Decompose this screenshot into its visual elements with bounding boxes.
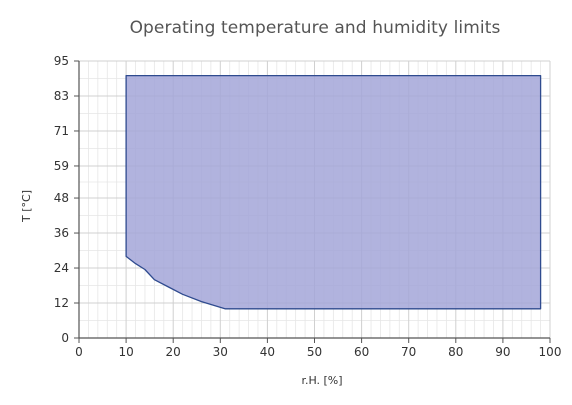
x-tick-label: 100: [539, 345, 562, 359]
y-axis-label: T [°C]: [20, 190, 33, 223]
x-tick-label: 70: [401, 345, 416, 359]
y-tick-label: 48: [54, 191, 69, 205]
y-tick-label: 71: [54, 124, 69, 138]
x-tick-label: 50: [307, 345, 322, 359]
y-tick-label: 83: [54, 89, 69, 103]
x-tick-label: 40: [260, 345, 275, 359]
chart-title: Operating temperature and humidity limit…: [129, 18, 501, 38]
y-tick-label: 95: [54, 54, 69, 68]
x-tick-label: 20: [166, 345, 181, 359]
axis-layer: 0 10 20 30 40 50 60 70 80 90 100 0 12 24 36 48 59 71 83 95: [54, 54, 562, 359]
y-tick-label: 36: [54, 226, 69, 240]
area-layer: [125, 74, 542, 310]
y-tick-label: 59: [54, 159, 69, 173]
x-axis-label: r.H. [%]: [301, 374, 342, 387]
x-tick-label: 80: [448, 345, 463, 359]
y-tick-label: 24: [54, 261, 69, 275]
x-tick-label: 30: [213, 345, 228, 359]
y-tick-label: 12: [54, 296, 69, 310]
x-tick-label: 0: [75, 345, 83, 359]
operating-limit-area: [125, 74, 542, 310]
x-tick-label: 10: [118, 345, 133, 359]
x-tick-label: 90: [495, 345, 510, 359]
y-tick-label: 0: [61, 331, 69, 345]
x-tick-label: 60: [354, 345, 369, 359]
